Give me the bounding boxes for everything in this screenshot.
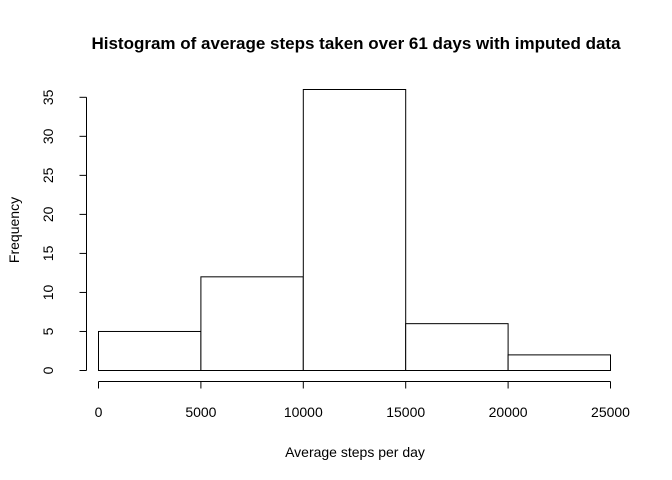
x-tick-label: 20000 <box>489 404 528 420</box>
chart-title: Histogram of average steps taken over 61… <box>91 34 621 53</box>
y-tick-label: 10 <box>40 284 56 300</box>
histogram-bar <box>405 323 509 371</box>
y-axis-label: Frequency <box>6 197 22 263</box>
histogram-bar <box>200 276 304 372</box>
y-tick-label: 25 <box>40 167 56 183</box>
bars-group <box>98 89 612 372</box>
y-axis: 0 5 10 15 20 25 30 35 <box>40 89 87 374</box>
histogram-bar <box>302 89 407 371</box>
y-tick-label: 15 <box>40 245 56 261</box>
histogram-bar <box>98 330 202 372</box>
y-tick-label: 30 <box>40 128 56 144</box>
x-tick-label: 5000 <box>185 404 216 420</box>
x-tick-label: 15000 <box>386 404 425 420</box>
x-tick-label: 0 <box>95 404 103 420</box>
x-tick-label: 25000 <box>591 404 630 420</box>
x-axis-label: Average steps per day <box>285 444 425 460</box>
x-tick-label: 10000 <box>284 404 323 420</box>
histogram-bar <box>507 354 612 371</box>
y-tick-label: 20 <box>40 206 56 222</box>
x-axis: 0 5000 10000 15000 20000 25000 <box>95 381 630 420</box>
y-tick-label: 35 <box>40 89 56 105</box>
y-tick-label: 0 <box>40 366 56 374</box>
y-tick-label: 5 <box>40 327 56 335</box>
